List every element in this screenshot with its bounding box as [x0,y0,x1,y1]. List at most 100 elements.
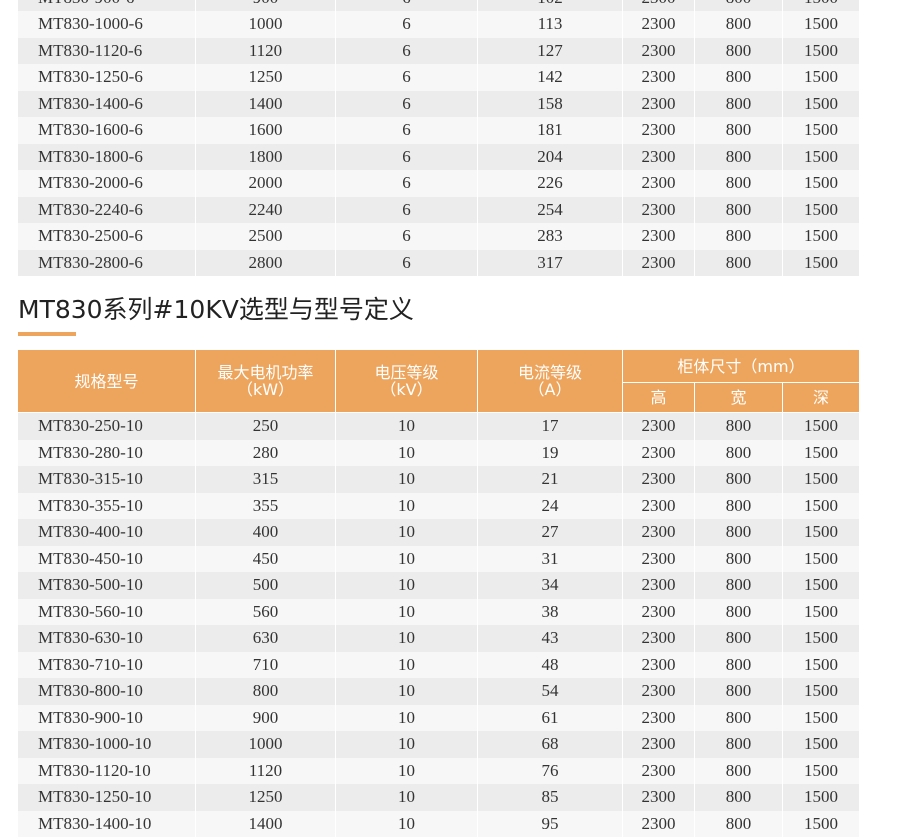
value-cell: 6 [336,91,478,118]
value-cell: 1500 [783,652,860,679]
value-cell: 800 [695,170,783,197]
model-cell: MT830-800-10 [18,678,196,705]
value-cell: 800 [695,493,783,520]
model-cell: MT830-315-10 [18,466,196,493]
value-cell: 1500 [783,0,860,11]
header-cell: 高 [623,383,695,413]
value-cell: 10 [336,731,478,758]
model-cell: MT830-1250-10 [18,784,196,811]
model-cell: MT830-900-10 [18,705,196,732]
value-cell: 2300 [623,117,695,144]
value-cell: 800 [695,38,783,65]
value-cell: 142 [478,64,623,91]
value-cell: 1500 [783,546,860,573]
value-cell: 1000 [196,11,336,38]
value-cell: 6 [336,0,478,11]
model-cell: MT830-1400-6 [18,91,196,118]
value-cell: 1500 [783,91,860,118]
value-cell: 800 [695,64,783,91]
model-cell: MT830-2800-6 [18,250,196,277]
value-cell: 2300 [623,493,695,520]
value-cell: 27 [478,519,623,546]
value-cell: 800 [695,705,783,732]
model-cell: MT830-1000-6 [18,11,196,38]
value-cell: 315 [196,466,336,493]
value-cell: 2300 [623,731,695,758]
value-cell: 10 [336,599,478,626]
value-cell: 1500 [783,705,860,732]
value-cell: 31 [478,546,623,573]
value-cell: 85 [478,784,623,811]
section-title: MT830系列#10KV选型与型号定义 [18,290,414,326]
value-cell: 76 [478,758,623,785]
value-cell: 1500 [783,38,860,65]
value-cell: 2300 [623,11,695,38]
page: MT830系列#10KV选型与型号定义 (() => { const data … [0,0,900,818]
model-cell: MT830-280-10 [18,440,196,467]
value-cell: 10 [336,546,478,573]
value-cell: 2500 [196,223,336,250]
value-cell: 6 [336,250,478,277]
header-text: （kW） [237,381,294,398]
value-cell: 560 [196,599,336,626]
value-cell: 800 [695,11,783,38]
value-cell: 2300 [623,572,695,599]
header-cell: 最大电机功率（kW） [196,350,336,413]
header-text: 电流等级 [518,364,582,381]
model-cell: MT830-1120-10 [18,758,196,785]
header-cell: 深 [783,383,860,413]
value-cell: 800 [695,572,783,599]
value-cell: 158 [478,91,623,118]
value-cell: 6 [336,64,478,91]
value-cell: 800 [695,625,783,652]
value-cell: 10 [336,466,478,493]
header-cell: 电压等级（kV） [336,350,478,413]
model-cell: MT830-1800-6 [18,144,196,171]
value-cell: 6 [336,144,478,171]
value-cell: 800 [695,784,783,811]
value-cell: 800 [695,413,783,440]
value-cell: 10 [336,572,478,599]
value-cell: 280 [196,440,336,467]
value-cell: 254 [478,197,623,224]
value-cell: 2300 [623,223,695,250]
value-cell: 2300 [623,170,695,197]
value-cell: 2000 [196,170,336,197]
value-cell: 48 [478,652,623,679]
value-cell: 1500 [783,758,860,785]
value-cell: 6 [336,197,478,224]
value-cell: 1250 [196,784,336,811]
value-cell: 1800 [196,144,336,171]
value-cell: 800 [695,250,783,277]
value-cell: 1500 [783,440,860,467]
value-cell: 43 [478,625,623,652]
model-cell: MT830-630-10 [18,625,196,652]
value-cell: 2300 [623,625,695,652]
value-cell: 10 [336,413,478,440]
value-cell: 1500 [783,572,860,599]
value-cell: 2300 [623,91,695,118]
value-cell: 1500 [783,493,860,520]
value-cell: 1500 [783,731,860,758]
value-cell: 1500 [783,625,860,652]
value-cell: 800 [695,811,783,837]
value-cell: 800 [695,466,783,493]
value-cell: 2300 [623,413,695,440]
value-cell: 2300 [623,38,695,65]
value-cell: 1500 [783,197,860,224]
model-cell: MT830-450-10 [18,546,196,573]
value-cell: 1500 [783,170,860,197]
value-cell: 1120 [196,758,336,785]
value-cell: 2300 [623,466,695,493]
value-cell: 800 [695,223,783,250]
value-cell: 1500 [783,64,860,91]
value-cell: 10 [336,705,478,732]
value-cell: 2300 [623,197,695,224]
value-cell: 800 [695,678,783,705]
value-cell: 10 [336,758,478,785]
value-cell: 204 [478,144,623,171]
value-cell: 450 [196,546,336,573]
header-text: （A） [529,381,572,398]
value-cell: 2300 [623,250,695,277]
value-cell: 1500 [783,223,860,250]
